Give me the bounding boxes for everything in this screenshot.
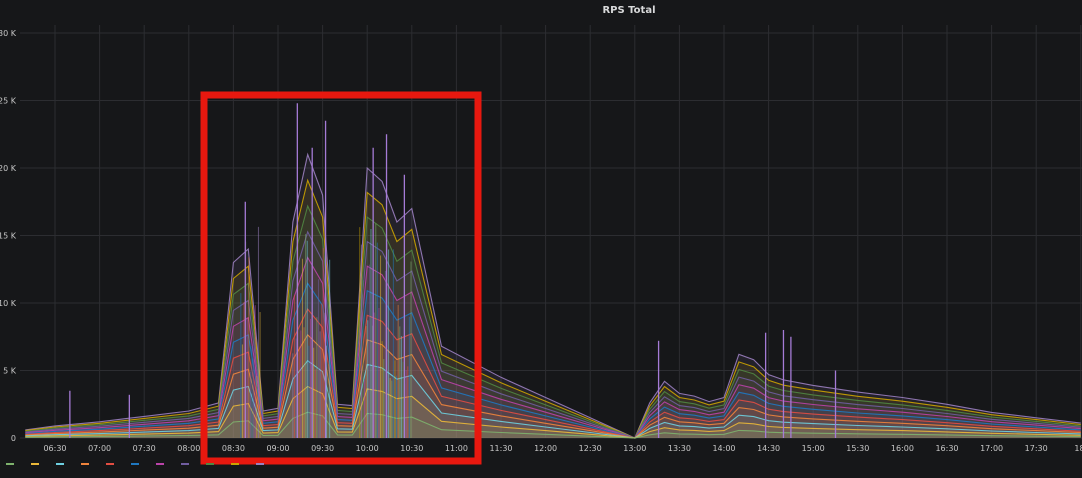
legend-swatch: [181, 462, 189, 465]
y-tick-label: 25 K: [0, 97, 17, 106]
x-tick-label: 09:00: [266, 444, 289, 453]
series-line: [25, 282, 1081, 439]
legend-item[interactable]: [181, 460, 192, 467]
x-tick-label: 12:00: [534, 444, 557, 453]
legend-item[interactable]: [231, 460, 242, 467]
x-tick-label: 16:30: [935, 444, 958, 453]
legend-item[interactable]: [206, 460, 217, 467]
series-area: [25, 180, 1081, 439]
x-tick-label: 10:30: [400, 444, 423, 453]
series-line: [25, 359, 1081, 439]
x-tick-label: 08:00: [177, 444, 200, 453]
legend-item[interactable]: [31, 460, 42, 467]
x-tick-label: 07:00: [88, 444, 111, 453]
legend-swatch: [131, 462, 139, 465]
series-area: [25, 309, 1081, 438]
x-tick-label: 15:00: [802, 444, 825, 453]
legend-item[interactable]: [156, 460, 167, 467]
legend-item[interactable]: [81, 460, 92, 467]
series-area: [25, 386, 1081, 438]
y-tick-label: 30 K: [0, 29, 17, 38]
series-area: [25, 231, 1081, 438]
legend-item[interactable]: [6, 460, 17, 467]
chart-title: RPS Total: [602, 5, 656, 16]
spike-marks: [69, 103, 837, 438]
legend-item[interactable]: [106, 460, 117, 467]
x-axis: 06:30 07:00 07:30 08:00 08:30 09:00 09:30 10:00…: [43, 444, 1082, 453]
x-tick-label: 06:30: [43, 444, 66, 453]
x-tick-label: 17:30: [1025, 444, 1048, 453]
y-tick-label: 0: [11, 434, 16, 443]
y-tick-label: 20 K: [0, 164, 17, 173]
x-tick-label: 14:00: [712, 444, 735, 453]
series-line: [25, 152, 1081, 439]
series-line: [25, 230, 1081, 439]
y-axis: 0 5 K 10 K 15 K 20 K 25 K 30 K: [0, 29, 17, 443]
legend-swatch: [81, 462, 89, 465]
legend-swatch: [31, 462, 39, 465]
x-tick-label: 08:30: [222, 444, 245, 453]
series-line: [25, 308, 1081, 439]
x-tick-label: 10:00: [356, 444, 379, 453]
legend-swatch: [206, 462, 214, 465]
legend-item[interactable]: [256, 460, 267, 467]
legend-swatch: [156, 462, 164, 465]
series-area: [25, 154, 1081, 438]
x-tick-label: 07:30: [133, 444, 156, 453]
chart-grid: [20, 25, 1082, 439]
x-tick-label: 12:30: [579, 444, 602, 453]
x-tick-label: 09:30: [311, 444, 334, 453]
chart-legend: [6, 460, 1082, 478]
series-line: [25, 204, 1081, 439]
highlight-box: [200, 91, 482, 465]
legend-swatch: [256, 462, 264, 465]
series-line: [25, 256, 1081, 439]
x-tick-label: 17:00: [980, 444, 1003, 453]
legend-item[interactable]: [131, 460, 142, 467]
y-tick-label: 10 K: [0, 299, 17, 308]
y-tick-label: 15 K: [0, 232, 17, 241]
series-line: [25, 385, 1081, 439]
legend-swatch: [231, 462, 239, 465]
series-line: [25, 334, 1081, 439]
series-areas: [25, 154, 1081, 439]
x-tick-label: 15:30: [846, 444, 869, 453]
legend-swatch: [56, 462, 64, 465]
x-tick-label: 13:00: [623, 444, 646, 453]
legend-item[interactable]: [56, 460, 67, 467]
series-line: [25, 178, 1081, 439]
series-area: [25, 360, 1081, 438]
x-tick-label: 16:00: [891, 444, 914, 453]
x-tick-label: 14:30: [757, 444, 780, 453]
x-tick-label: 11:00: [445, 444, 468, 453]
x-tick-label: 11:30: [489, 444, 512, 453]
series-area: [25, 283, 1081, 438]
y-tick-label: 5 K: [3, 367, 17, 376]
series-lines: [25, 152, 1081, 439]
series-area: [25, 334, 1081, 438]
series-area: [25, 412, 1081, 438]
series-area: [25, 206, 1081, 438]
x-tick-label: 13:30: [668, 444, 691, 453]
legend-swatch: [106, 462, 114, 465]
x-tick-label: 18:: [1074, 444, 1082, 453]
legend-swatch: [6, 462, 14, 465]
series-line: [25, 411, 1081, 439]
